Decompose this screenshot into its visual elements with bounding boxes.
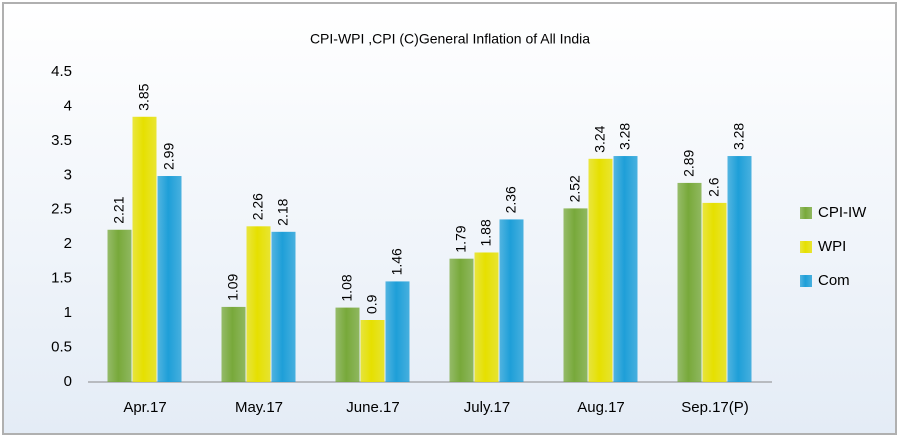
value-label: 0.9 — [364, 294, 380, 314]
bar — [246, 226, 271, 382]
y-tick-label: 2.5 — [51, 201, 72, 218]
y-tick-label: 2 — [64, 235, 72, 252]
bar — [499, 219, 524, 382]
value-label: 1.08 — [339, 274, 355, 301]
legend-swatch — [800, 275, 812, 287]
bar — [157, 176, 182, 382]
legend-swatch — [800, 207, 812, 219]
y-tick-label: 4.5 — [51, 63, 72, 80]
bar — [360, 320, 385, 382]
x-tick-label: May.17 — [235, 399, 283, 416]
y-tick-label: 1 — [64, 304, 72, 321]
bar — [563, 208, 588, 382]
bar — [702, 202, 727, 382]
x-tick-label: Sep.17(P) — [681, 399, 749, 416]
legend-label: WPI — [818, 238, 846, 255]
value-label: 1.88 — [478, 219, 494, 246]
bar — [588, 158, 613, 382]
legend-label: CPI-IW — [818, 204, 867, 221]
chart-title: CPI-WPI ,CPI (C)General Inflation of All… — [310, 31, 590, 47]
legend-label: Com — [818, 272, 850, 289]
bar — [271, 231, 296, 382]
bar — [613, 156, 638, 382]
value-label: 2.21 — [111, 196, 127, 223]
value-label: 2.36 — [503, 186, 519, 213]
x-tick-label: July.17 — [464, 399, 510, 416]
value-label: 3.28 — [617, 123, 633, 150]
bar — [335, 307, 360, 382]
bar — [107, 229, 132, 382]
legend-swatch — [800, 241, 812, 253]
value-label: 3.24 — [592, 125, 608, 152]
y-tick-label: 0 — [64, 373, 72, 390]
bar — [474, 252, 499, 382]
x-tick-label: Apr.17 — [123, 399, 166, 416]
value-label: 3.85 — [136, 83, 152, 110]
bar — [221, 306, 246, 382]
y-tick-label: 3 — [64, 166, 72, 183]
y-tick-label: 1.5 — [51, 270, 72, 287]
value-label: 1.46 — [389, 248, 405, 275]
value-label: 2.18 — [275, 198, 291, 225]
bar — [385, 281, 410, 382]
x-tick-label: June.17 — [346, 399, 399, 416]
bar — [132, 116, 157, 383]
value-label: 2.6 — [706, 177, 722, 197]
value-label: 1.79 — [453, 225, 469, 252]
value-label: 2.52 — [567, 175, 583, 202]
bar — [449, 258, 474, 382]
bar — [677, 182, 702, 382]
value-label: 3.28 — [731, 123, 747, 150]
bar — [727, 156, 752, 382]
value-label: 1.09 — [225, 273, 241, 300]
value-label: 2.26 — [250, 193, 266, 220]
value-label: 2.99 — [161, 143, 177, 170]
x-tick-label: Aug.17 — [577, 399, 625, 416]
y-tick-label: 4 — [64, 97, 72, 114]
value-label: 2.89 — [681, 149, 697, 176]
y-tick-label: 3.5 — [51, 132, 72, 149]
y-tick-label: 0.5 — [51, 339, 72, 356]
